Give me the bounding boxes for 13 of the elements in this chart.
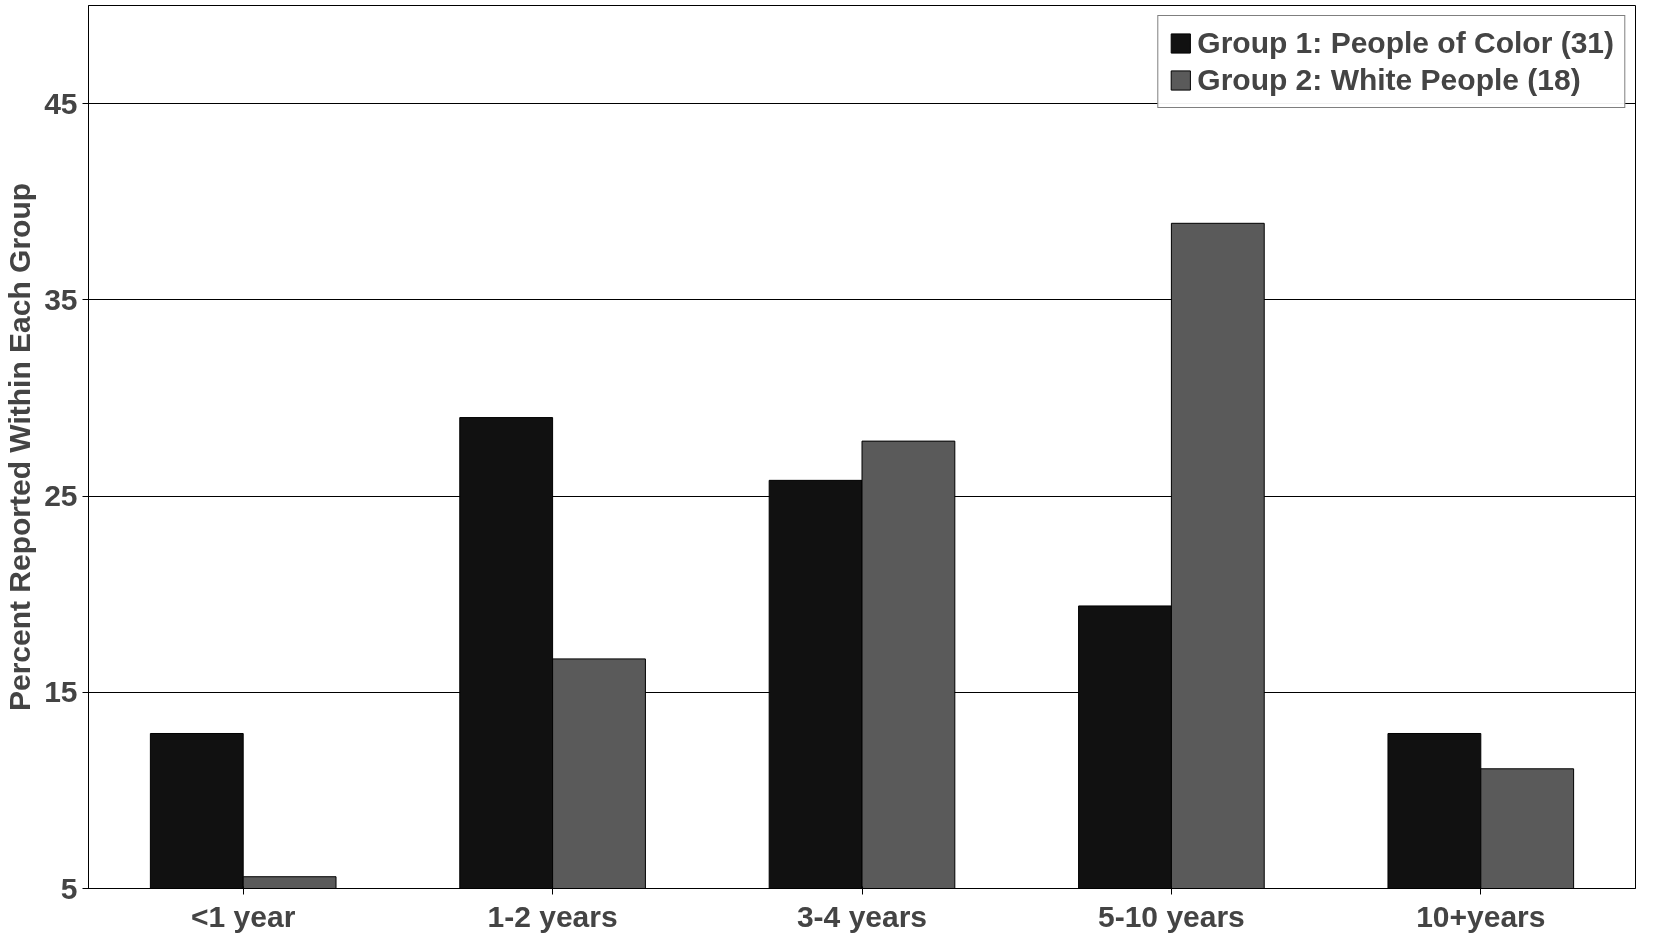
y-axis-title: Percent Reported Within Each Group (3, 182, 37, 712)
y-tick-label: 35 (44, 282, 78, 316)
y-tick-label: 45 (44, 86, 78, 120)
legend-label: Group 1: People of Color (31) (1197, 26, 1614, 60)
legend-label: Group 2: White People (18) (1197, 63, 1581, 97)
x-tick-label: 5-10 years (1098, 899, 1245, 933)
x-tick-label: <1 year (191, 899, 296, 933)
y-tick-label: 15 (44, 675, 78, 709)
x-tick-label: 10+years (1416, 899, 1546, 933)
y-tick-label: 25 (44, 479, 78, 513)
y-tick-label: 5 (60, 871, 78, 905)
x-tick-label: 3-4 years (796, 899, 928, 933)
x-tick-label: 1-2 years (487, 899, 618, 933)
